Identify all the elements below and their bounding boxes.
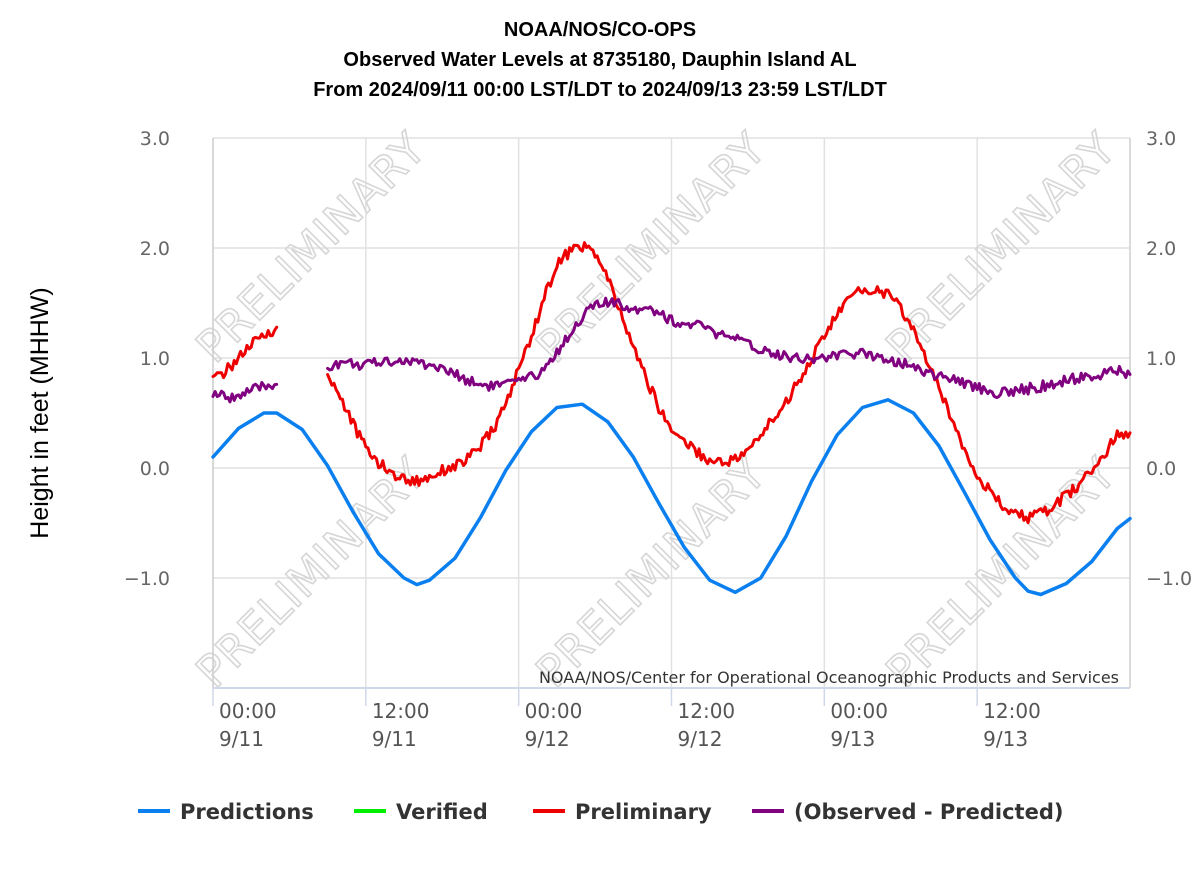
x-tick-label-date: 9/12 <box>525 727 570 751</box>
x-tick-label-time: 00:00 <box>830 699 888 723</box>
y-axis-label: Height in feet (MHHW) <box>26 287 54 538</box>
series-preliminary-line <box>211 325 279 380</box>
x-tick-label-time: 12:00 <box>983 699 1041 723</box>
x-tick-label-time: 00:00 <box>525 699 583 723</box>
axes: 3.0 3.0 2.0 2.0 1.0 1.0 0.0 0.0 −1.0 −1.0 00:00 9/1… <box>124 128 1192 751</box>
watermark-text: PRELIMINARY <box>527 448 777 698</box>
x-tick-label-time: 00:00 <box>219 699 277 723</box>
chart-title-line-2: Observed Water Levels at 8735180, Dauphi… <box>343 49 856 71</box>
y-tick-label-left: 1.0 <box>140 348 170 370</box>
legend-label: Predictions <box>180 800 314 824</box>
x-tick-label-date: 9/12 <box>678 727 723 751</box>
x-tick-label-time: 12:00 <box>372 699 430 723</box>
y-tick-label-left: −1.0 <box>124 568 170 590</box>
x-tick-label-date: 9/11 <box>219 727 264 751</box>
chart-title-line-3: From 2024/09/11 00:00 LST/LDT to 2024/09… <box>313 79 887 101</box>
legend-label: Verified <box>396 800 488 824</box>
x-tick-label-date: 9/13 <box>830 727 875 751</box>
x-tick-label-date: 9/13 <box>983 727 1028 751</box>
series-predictions-line <box>211 398 1132 597</box>
legend-label: (Observed - Predicted) <box>794 800 1063 824</box>
y-tick-label-right: −1.0 <box>1146 568 1192 590</box>
legend-label: Preliminary <box>575 800 712 824</box>
y-tick-label-left: 2.0 <box>140 238 170 260</box>
credit-text: NOAA/NOS/Center for Operational Oceanogr… <box>539 668 1119 687</box>
y-tick-label-right: 1.0 <box>1146 348 1176 370</box>
x-tick-label-time: 12:00 <box>678 699 736 723</box>
watermarks: PRELIMINARY PRELIMINARY PRELIMINARYPRELIMI… <box>186 122 1127 698</box>
y-tick-label-right: 3.0 <box>1146 128 1176 150</box>
legend: Predictions Verified Preliminary (Observed … <box>138 800 1063 824</box>
watermark-text: PRELIMINARY <box>877 448 1127 698</box>
x-tick-label-date: 9/11 <box>372 727 417 751</box>
chart-title-line-1: NOAA/NOS/CO-OPS <box>504 19 696 41</box>
y-tick-label-left: 3.0 <box>140 128 170 150</box>
y-tick-label-left: 0.0 <box>140 458 170 480</box>
y-tick-label-right: 0.0 <box>1146 458 1176 480</box>
y-tick-label-right: 2.0 <box>1146 238 1176 260</box>
series-observed-minus-predicted-line <box>326 296 1132 399</box>
series-layer <box>211 241 1132 597</box>
series-preliminary-line <box>326 241 1132 525</box>
series-observed-minus-predicted-line <box>211 381 279 404</box>
